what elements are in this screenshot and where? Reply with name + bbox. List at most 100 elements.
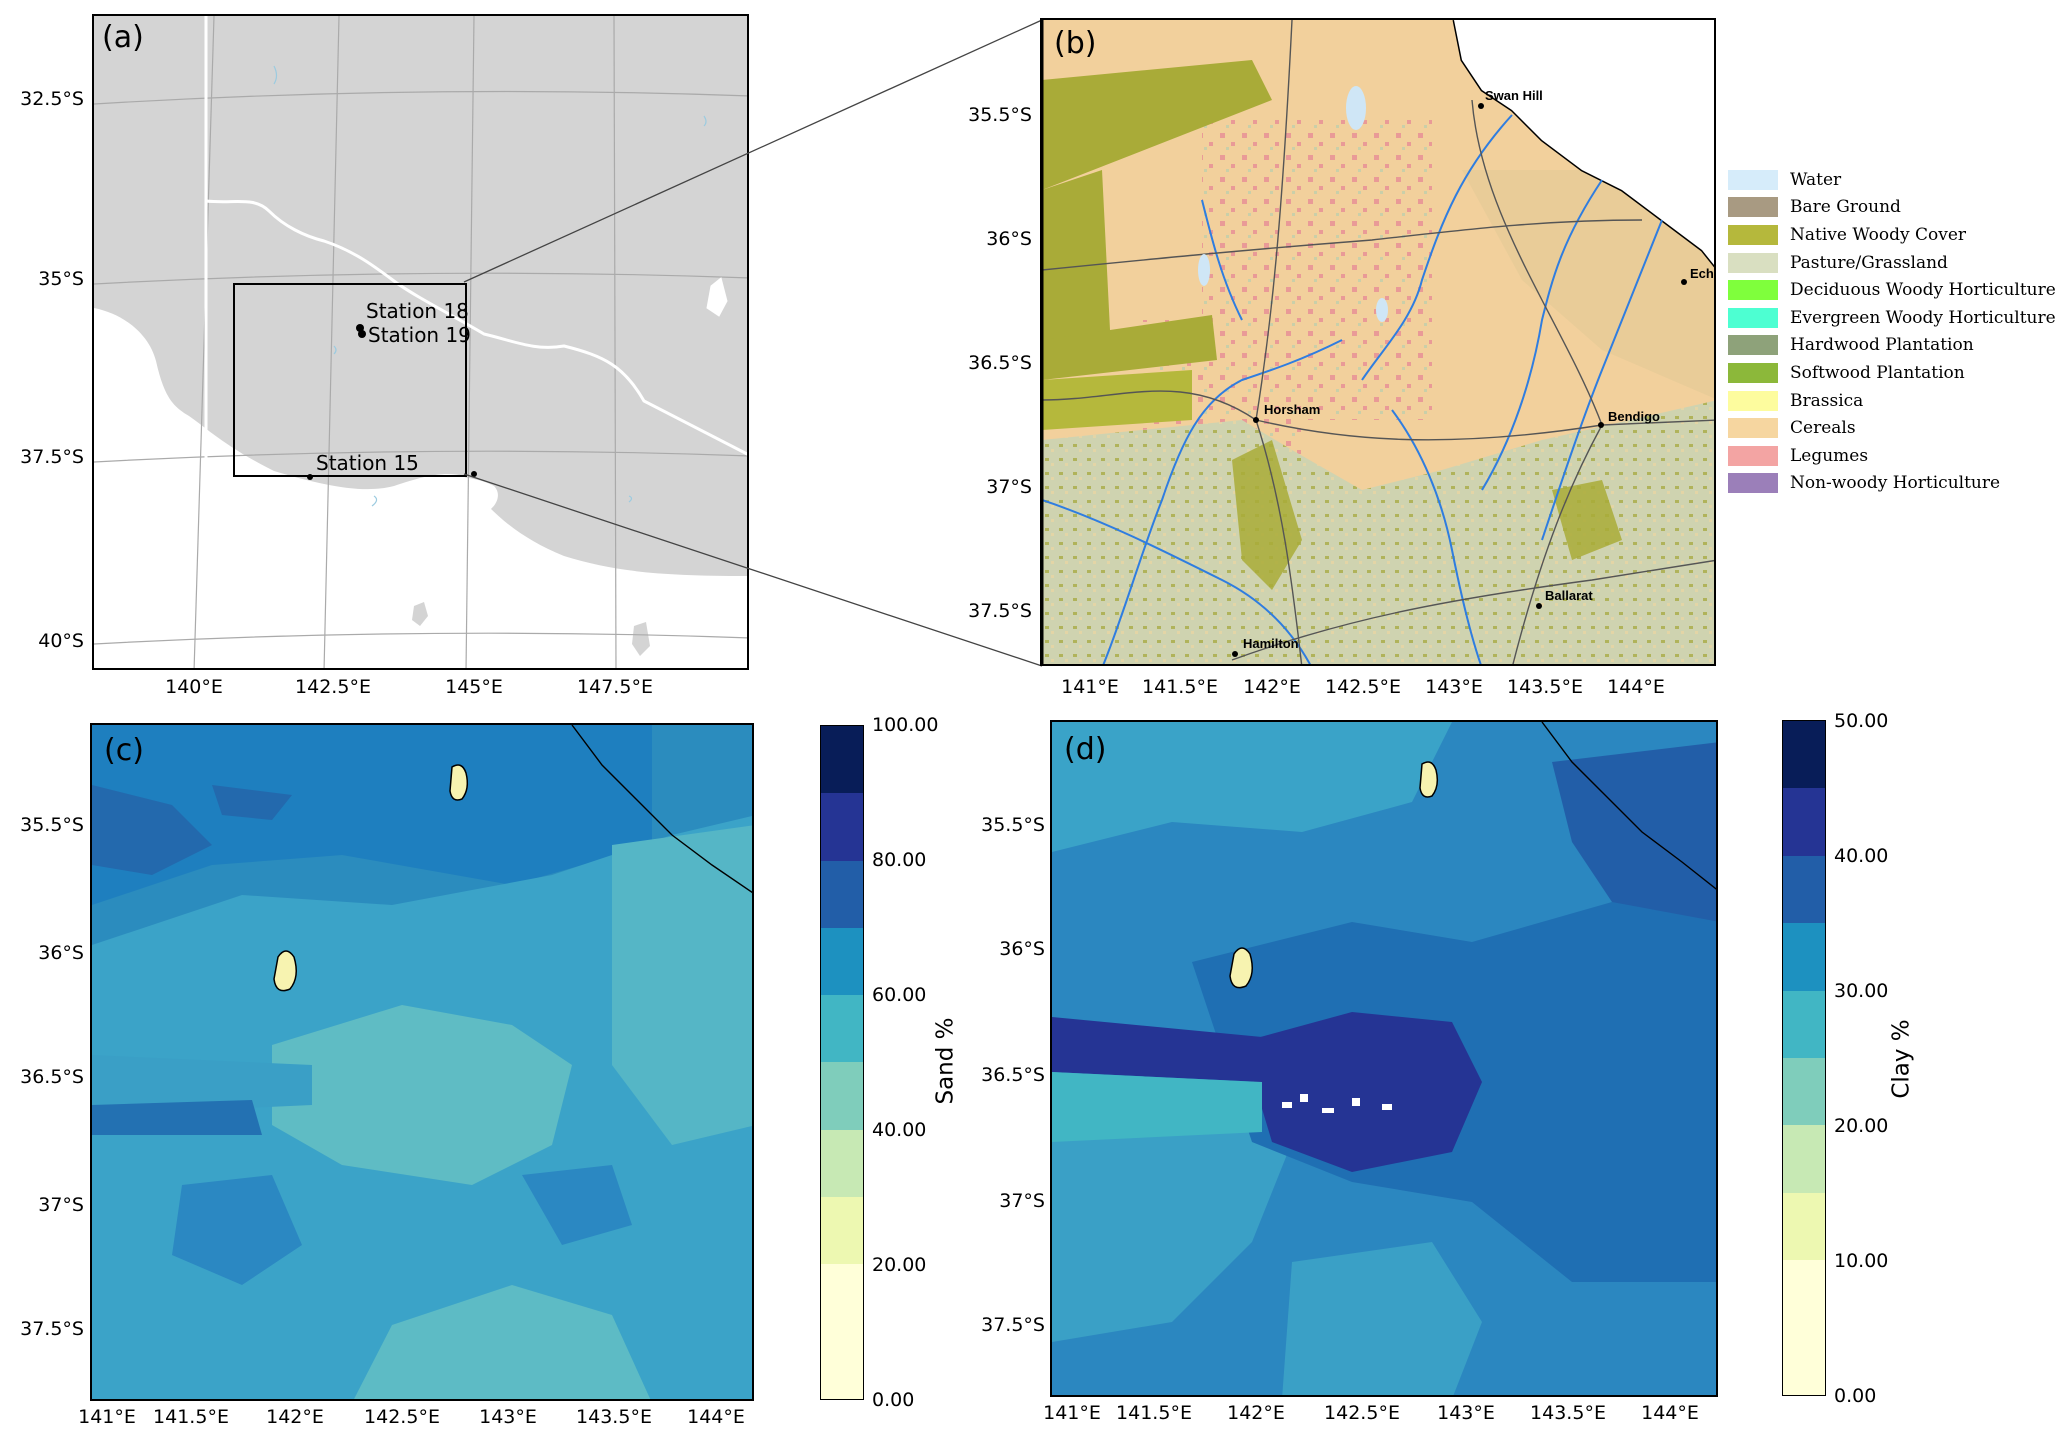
sand-high-patch	[172, 1175, 302, 1285]
panel-a-lat-tick: 35°S	[38, 268, 84, 290]
panel-a-lat-tick: 40°S	[38, 630, 84, 652]
panel-a-lat-tick: 37.5°S	[20, 446, 84, 468]
sand-western-band	[92, 1055, 312, 1115]
clay-colorbar-tick: 50.00	[1834, 710, 1889, 732]
clay-very-high-zone	[1242, 1012, 1482, 1172]
melbourne-marker	[471, 471, 477, 477]
lake	[1419, 761, 1439, 798]
legend-label: Cereals	[1790, 418, 1856, 439]
legend-label: Legumes	[1790, 445, 1869, 466]
panel-d-lon-tick: 142°E	[1227, 1402, 1285, 1424]
station-18-marker	[356, 324, 364, 332]
native-woody-band	[1042, 315, 1217, 380]
town-hamilton: Hamilton	[1243, 636, 1299, 651]
colorbar-segment	[821, 1264, 863, 1332]
station-15-marker	[307, 474, 313, 480]
legend-label: Evergreen Woody Horticulture	[1790, 307, 2056, 328]
legend-item: Native Woody Cover	[1728, 221, 2063, 249]
panel-b-map-graphics	[1042, 20, 1714, 664]
legend-item: Hardwood Plantation	[1728, 332, 2063, 360]
station-19-label: Station 19	[368, 323, 471, 347]
colorbar-segment	[1783, 990, 1825, 1059]
panel-c-lon-tick: 143°E	[479, 1406, 537, 1428]
town-bendigo: Bendigo	[1608, 409, 1660, 424]
panel-d-clay-map: (d)	[1050, 720, 1718, 1397]
legend-swatch	[1728, 473, 1778, 494]
panel-b-lat-tick: 36.5°S	[968, 352, 1032, 374]
colorbar-segment	[821, 1331, 863, 1399]
legend-item: Deciduous Woody Horticulture	[1728, 276, 2063, 304]
colorbar-segment	[1783, 923, 1825, 991]
town-ech: Ech	[1690, 266, 1714, 281]
colorbar-segment	[821, 860, 863, 928]
legend-label: Pasture/Grassland	[1790, 252, 1948, 273]
island	[412, 602, 428, 626]
panel-c-lat-tick: 36°S	[38, 942, 84, 964]
legend-item: Bare Ground	[1728, 194, 2063, 222]
state-borders	[204, 16, 747, 486]
state-border	[1541, 722, 1716, 890]
sand-colorbar-tick: 60.00	[872, 984, 927, 1006]
legend-swatch	[1728, 252, 1778, 273]
sand-very-high-zone	[92, 785, 212, 875]
town-swan-hill: Swan Hill	[1485, 88, 1543, 103]
colorbar-segment	[821, 1062, 863, 1130]
legend-label: Hardwood Plantation	[1790, 335, 1974, 356]
panel-c-lon-tick: 142.5°E	[364, 1406, 440, 1428]
panel-d-map-graphics	[1052, 722, 1716, 1395]
town-marker	[1681, 279, 1687, 285]
pasture-zone	[1462, 170, 1714, 399]
woody-patch	[1232, 440, 1302, 590]
sand-low-zone	[354, 1285, 651, 1399]
colorbar-segment	[1783, 788, 1825, 856]
town-marker	[1598, 422, 1604, 428]
study-region-box	[233, 283, 467, 477]
legend-label: Native Woody Cover	[1790, 224, 1967, 245]
panel-d-lon-tick: 141.5°E	[1116, 1402, 1192, 1424]
lake	[1346, 86, 1366, 130]
clay-western-band	[1052, 1072, 1262, 1142]
legend-label: Softwood Plantation	[1790, 362, 1965, 383]
native-woody-band	[1042, 370, 1192, 430]
legend-label: Bare Ground	[1790, 197, 1901, 218]
legend-label: Non-woody Horticulture	[1790, 473, 2001, 494]
station-18-label: Station 18	[366, 299, 469, 323]
clay-colorbar-tick: 0.00	[1834, 1385, 1877, 1407]
lakes	[273, 65, 707, 507]
town-marker	[1478, 103, 1484, 109]
town-ballarat: Ballarat	[1545, 588, 1593, 603]
panel-c-lon-tick: 141°E	[78, 1406, 136, 1428]
panel-c-lat-tick: 35.5°S	[20, 814, 84, 836]
clay-colorbar-tick: 10.00	[1834, 1250, 1889, 1272]
legend-item: Cereals	[1728, 414, 2063, 442]
station-19-marker	[358, 330, 366, 338]
panel-c-lon-tick: 141.5°E	[153, 1406, 229, 1428]
panel-b-land-cover-map: (b) Swan Hill Ech Horsham Bendigo Ballar…	[1040, 18, 1716, 666]
legend-item: Pasture/Grassland	[1728, 249, 2063, 277]
legend-item: Legumes	[1728, 442, 2063, 470]
lake	[449, 764, 469, 801]
sand-high-zone	[92, 725, 652, 905]
panel-a-lat-tick: 32.5°S	[20, 88, 84, 110]
lake	[273, 950, 297, 992]
legend-swatch	[1728, 169, 1778, 190]
rivers	[1042, 114, 1663, 664]
sand-colorbar-tick: 0.00	[872, 1389, 915, 1411]
graticule	[94, 16, 747, 668]
panel-d-lat-tick: 36°S	[999, 938, 1045, 960]
sand-colorbar-tick: 20.00	[872, 1254, 927, 1276]
colorbar-segment	[1783, 1260, 1825, 1328]
panel-d-lon-tick: 143°E	[1437, 1402, 1495, 1424]
panel-a-label: (a)	[102, 20, 144, 55]
colorbar-segment	[821, 726, 863, 794]
native-woody-band	[1042, 60, 1272, 190]
pasture-zone	[1042, 400, 1714, 664]
panel-b-label: (b)	[1054, 26, 1097, 61]
clay-very-high-zone	[1552, 742, 1716, 922]
panel-c-label: (c)	[104, 733, 144, 768]
panel-b-lon-tick: 143.5°E	[1507, 676, 1583, 698]
colorbar-segment	[1783, 855, 1825, 924]
colorbar-segment	[1783, 1058, 1825, 1126]
legend-swatch	[1728, 362, 1778, 383]
lake	[1198, 254, 1210, 286]
